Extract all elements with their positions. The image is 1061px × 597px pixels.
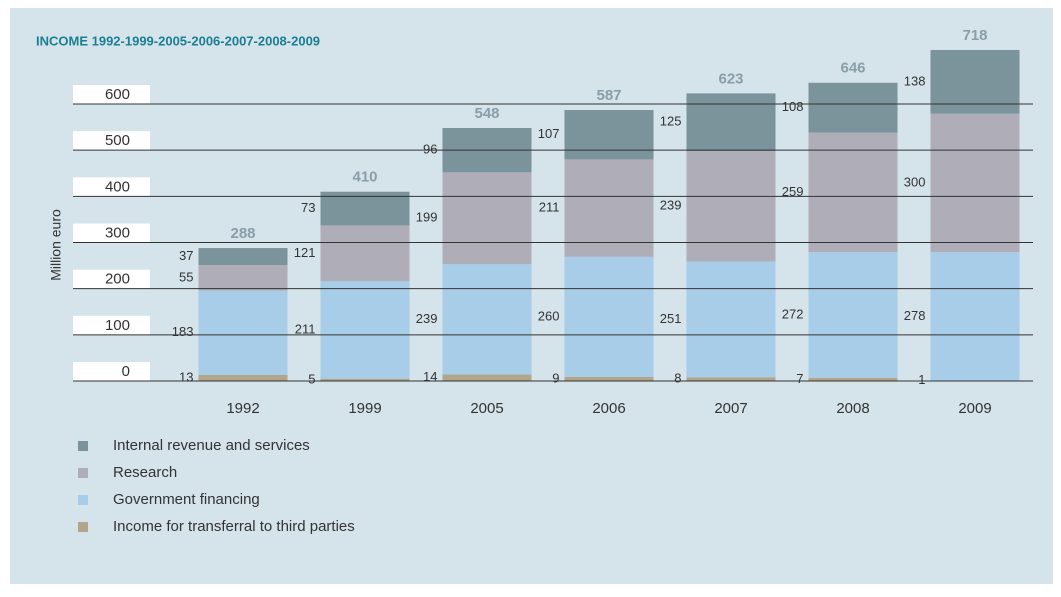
x-tick-label: 1999 [348, 400, 381, 417]
legend-label: Government financing [113, 491, 260, 508]
bar-segment [199, 265, 288, 290]
segment-label: 73 [301, 200, 315, 215]
x-tick-label: 2009 [958, 400, 991, 417]
total-label: 410 [352, 169, 377, 186]
y-tick-label: 0 [122, 363, 130, 380]
bar-segment [931, 252, 1020, 380]
segment-label: 199 [416, 210, 438, 225]
legend-label: Internal revenue and services [113, 437, 310, 454]
y-tick-label: 300 [105, 224, 130, 241]
tick-box [73, 362, 150, 381]
segment-label: 121 [294, 245, 316, 260]
bar-segment [687, 93, 776, 151]
segment-label: 251 [660, 311, 682, 326]
legend-label: Research [113, 464, 177, 481]
chart-title: INCOME 1992-1999-2005-2006-2007-2008-200… [36, 33, 320, 48]
segment-label: 239 [416, 311, 438, 326]
segment-label: 211 [295, 321, 316, 336]
segment-label: 9 [552, 370, 559, 385]
total-label: 646 [840, 60, 865, 77]
segment-label: 55 [179, 269, 193, 284]
segment-label: 13 [179, 369, 193, 384]
x-tick-label: 2007 [714, 400, 747, 417]
bar-segment [443, 264, 532, 374]
segment-label: 272 [782, 306, 804, 321]
segment-label: 5 [308, 371, 315, 386]
legend-swatch [78, 468, 88, 478]
segment-label: 239 [660, 198, 682, 213]
segment-label: 8 [674, 371, 681, 386]
y-tick-label: 400 [105, 178, 130, 195]
y-tick-label: 100 [105, 317, 130, 334]
x-tick-label: 1992 [226, 400, 259, 417]
bar-segment [443, 375, 532, 381]
bar-segment [809, 83, 898, 133]
bar-segment [199, 375, 288, 381]
bar-segment [687, 377, 776, 381]
y-axis-label: Million euro [48, 209, 64, 281]
bar-segment [687, 151, 776, 261]
segment-label: 14 [423, 369, 437, 384]
bar-segment [443, 172, 532, 264]
segment-label: 300 [904, 174, 926, 189]
segment-label: 183 [172, 324, 194, 339]
bar-segment [321, 281, 410, 378]
total-label: 548 [474, 105, 499, 122]
bar-segment [199, 291, 288, 375]
segment-label: 125 [660, 114, 682, 129]
y-tick-label: 600 [105, 86, 130, 103]
bar-segment [931, 114, 1020, 253]
legend-label: Income for transferral to third parties [113, 518, 355, 535]
segment-label: 96 [423, 142, 437, 157]
segment-label: 260 [538, 308, 560, 323]
bar-segment [199, 248, 288, 265]
bar-segment [565, 110, 654, 159]
segment-label: 108 [782, 99, 804, 114]
x-tick-label: 2005 [470, 400, 503, 417]
legend-swatch [78, 441, 88, 451]
bar-segment [565, 377, 654, 381]
total-label: 623 [718, 70, 743, 87]
segment-label: 211 [539, 200, 560, 215]
segment-label: 278 [904, 308, 926, 323]
x-tick-label: 2008 [836, 400, 869, 417]
bar-segment [321, 225, 410, 281]
y-tick-label: 200 [105, 271, 130, 288]
segment-label: 37 [179, 248, 193, 263]
total-label: 718 [962, 27, 987, 44]
segment-label: 1 [918, 372, 925, 387]
y-tick-label: 500 [105, 132, 130, 149]
segment-label: 138 [904, 73, 926, 88]
total-label: 587 [596, 87, 621, 104]
legend-swatch [78, 495, 88, 505]
x-tick-label: 2006 [592, 400, 625, 417]
segment-label: 7 [796, 371, 803, 386]
bar-segment [809, 252, 898, 378]
total-label: 288 [230, 225, 255, 242]
bar-segment [687, 261, 776, 377]
segment-label: 107 [538, 126, 560, 141]
bar-segment [565, 257, 654, 377]
legend-swatch [78, 522, 88, 532]
